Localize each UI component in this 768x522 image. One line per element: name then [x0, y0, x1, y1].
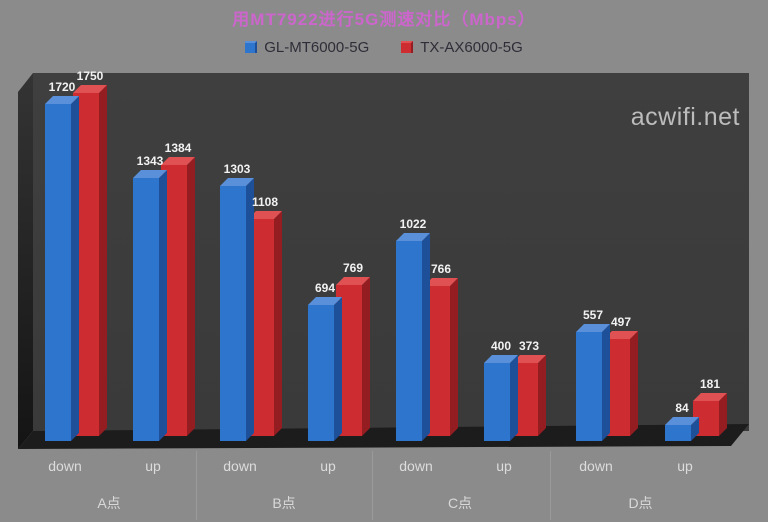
bar-top-face [336, 277, 370, 285]
bar-GL-MT6000-5G-D点-up [665, 417, 699, 441]
axis-group-label-D点: D点 [628, 495, 653, 511]
axis-label-down-C点: down [399, 458, 433, 474]
axis-label-up-A点: up [145, 458, 161, 474]
bar-top-face [604, 331, 638, 339]
bar-value-label: 373 [518, 339, 540, 353]
bar-top-face [161, 157, 195, 165]
bar-top-face [512, 355, 546, 363]
legend-label-gl-mt6000: GL-MT6000-5G [264, 38, 370, 56]
bar-value-label: 766 [430, 262, 452, 276]
bar-value-label: 557 [582, 308, 604, 322]
bar-GL-MT6000-5G-C点-down [396, 233, 430, 441]
bar-GL-MT6000-5G-B点-up [308, 297, 342, 441]
bar-top-face [424, 278, 458, 286]
axis-group-label-B点: B点 [272, 495, 296, 511]
axis-label-down-B点: down [223, 458, 257, 474]
legend-swatch-red-icon [401, 41, 414, 53]
bar-side-face [602, 324, 610, 441]
legend-swatch-blue-icon [245, 41, 258, 53]
legend-label-tx-ax6000: TX-AX6000-5G [420, 38, 523, 56]
bar-front-face [576, 332, 602, 441]
bar-side-face [99, 85, 107, 436]
bar-side-face [246, 178, 254, 441]
bar-value-label: 694 [314, 281, 336, 295]
bar-front-face [45, 104, 71, 441]
legend: GL-MT6000-5G TX-AX6000-5G [0, 37, 768, 57]
bar-side-face [187, 157, 195, 436]
bar-side-face [362, 277, 370, 436]
bar-value-label: 400 [490, 339, 512, 353]
bar-top-face [73, 85, 107, 93]
bar-front-face [308, 305, 334, 441]
bar-value-label: 769 [342, 261, 364, 275]
bar-top-face [45, 96, 79, 104]
bar-value-label: 1303 [223, 162, 251, 176]
legend-item-tx-ax6000: TX-AX6000-5G [401, 39, 523, 56]
bar-value-label: 1750 [76, 69, 104, 83]
bar-value-label: 1108 [251, 195, 279, 209]
legend-item-gl-mt6000: GL-MT6000-5G [245, 39, 369, 56]
axis-group-separator [372, 451, 373, 520]
bar-top-face [133, 170, 167, 178]
bar-side-face [510, 355, 518, 441]
bar-side-face [691, 417, 699, 441]
bar-value-label: 1720 [48, 80, 76, 94]
axis-group-label-C点: C点 [447, 495, 473, 511]
bar-side-face [71, 96, 79, 441]
chart-left-wall [18, 73, 33, 449]
bar-front-face [484, 363, 510, 441]
bar-top-face [665, 417, 699, 425]
bar-side-face [538, 355, 546, 436]
axis-label-up-B点: up [320, 458, 336, 474]
bar-value-label: 497 [610, 315, 632, 329]
bar-side-face [334, 297, 342, 441]
bar-side-face [274, 211, 282, 436]
bar-GL-MT6000-5G-A点-up [133, 170, 167, 441]
bar-side-face [630, 331, 638, 436]
watermark: acwifi.net [630, 103, 740, 131]
bar-value-label: 1343 [136, 154, 164, 168]
bar-top-face [308, 297, 342, 305]
axis-label-down-A点: down [48, 458, 82, 474]
bar-GL-MT6000-5G-C点-up [484, 355, 518, 441]
bar-top-face [484, 355, 518, 363]
bar-front-face [665, 425, 691, 441]
bar-value-label: 181 [699, 377, 721, 391]
bar-top-face [248, 211, 282, 219]
axis-label-down-D点: down [579, 458, 613, 474]
axis-label-up-D点: up [677, 458, 693, 474]
bar-GL-MT6000-5G-D点-down [576, 324, 610, 441]
bar-top-face [220, 178, 254, 186]
bar-front-face [396, 241, 422, 441]
axis-label-up-C点: up [496, 458, 512, 474]
bar-top-face [396, 233, 430, 241]
bar-side-face [422, 233, 430, 441]
axis-group-label-A点: A点 [97, 495, 121, 511]
axis-group-separator [196, 451, 197, 520]
bar-value-label: 1022 [399, 217, 427, 231]
axis-group-separator [550, 451, 551, 520]
bar-value-label: 84 [675, 401, 689, 415]
bar-front-face [220, 186, 246, 441]
chart-title: 用MT7922进行5G测速对比（Mbps） [232, 10, 536, 29]
bar-GL-MT6000-5G-A点-down [45, 96, 79, 441]
bar-side-face [159, 170, 167, 441]
bar-GL-MT6000-5G-B点-down [220, 178, 254, 441]
bar-top-face [693, 393, 727, 401]
bar-front-face [133, 178, 159, 441]
bar-side-face [719, 393, 727, 436]
bar-value-label: 1384 [164, 141, 192, 155]
bar-side-face [450, 278, 458, 436]
bar-top-face [576, 324, 610, 332]
